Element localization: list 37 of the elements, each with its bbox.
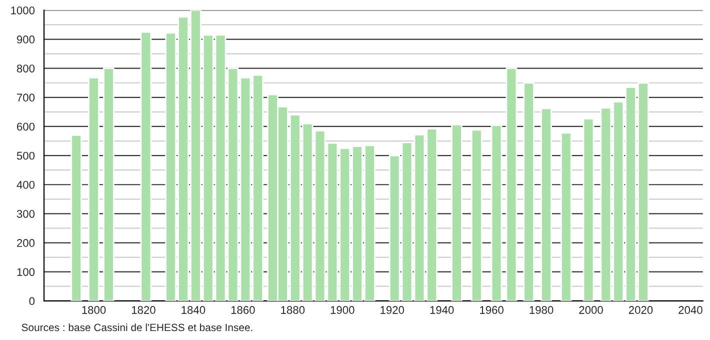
source-note: Sources : base Cassini de l'EHESS et base Insee. (22, 323, 252, 332)
y-tick-label: 400 (16, 180, 35, 189)
y-tick-label: 500 (16, 152, 35, 160)
x-tick-label: 2000 (579, 306, 603, 314)
bar (470, 129, 482, 301)
y-tick-label: 200 (17, 239, 35, 247)
bar (523, 82, 535, 301)
x-tick-label: 1800 (82, 306, 106, 314)
x-tick-label: 1900 (330, 306, 354, 314)
x-tick-label: 1920 (380, 306, 404, 314)
x-tick-label: 1980 (530, 306, 554, 314)
x-tick-label: 2020 (628, 306, 653, 314)
y-tick-label: 700 (17, 94, 35, 102)
y-tick-label: 100 (17, 268, 35, 276)
y-tick-label: 800 (16, 64, 35, 72)
bar (506, 68, 518, 301)
y-tick-label: 300 (16, 210, 35, 218)
y-tick-label: 600 (17, 122, 35, 131)
bar (140, 31, 152, 301)
bar (451, 124, 462, 301)
x-tick-label: 1960 (480, 306, 504, 314)
bar (540, 108, 552, 301)
bar (490, 124, 502, 301)
y-tick-label: 900 (16, 36, 35, 44)
x-tick-label: 1860 (231, 306, 255, 314)
y-tick-label: 0 (29, 297, 35, 306)
bar (102, 68, 114, 301)
x-tick-label: 2040 (678, 306, 702, 314)
bar (582, 118, 594, 301)
bar (560, 132, 572, 301)
bar (88, 76, 100, 301)
x-tick-label: 1820 (132, 306, 156, 314)
bar (70, 134, 82, 301)
x-tick-label: 1880 (281, 306, 305, 314)
x-tick-label: 1940 (430, 306, 454, 314)
x-tick-label: 1840 (182, 306, 206, 314)
y-tick-label: 1000 (11, 6, 35, 14)
